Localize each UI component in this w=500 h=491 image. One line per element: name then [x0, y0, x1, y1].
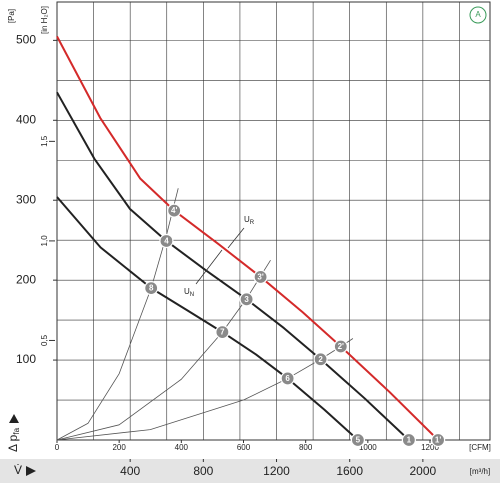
annotation-leader [195, 249, 223, 285]
operating-point [430, 432, 446, 448]
x2-tick-label: 1200 [263, 464, 290, 478]
y-tick-label: 300 [16, 192, 36, 206]
annotation-sub: R [250, 220, 255, 226]
x-tick-label: 200 [112, 443, 126, 452]
y-symbol: Δ pfa [6, 427, 21, 452]
operating-point [350, 432, 365, 448]
operating-point [239, 292, 254, 307]
operating-point-label: 1 [407, 436, 412, 445]
operating-point [333, 339, 348, 354]
x-tick-label: 1000 [359, 443, 377, 452]
annotation: UN [184, 287, 194, 297]
operating-point [401, 432, 416, 448]
x2-tick-label: 800 [193, 464, 213, 478]
x2-axis-label: [m³/h] [470, 467, 490, 476]
operating-point-label: 3 [244, 295, 249, 304]
x-tick-label: 0 [55, 443, 60, 452]
y-tick-label: 200 [16, 272, 36, 286]
operating-point-label: 1' [435, 436, 441, 445]
x-symbol-arrow [26, 466, 36, 476]
y-symbol-sub: fa [12, 427, 21, 434]
operating-point [280, 371, 295, 386]
x2-tick-label: 2000 [410, 464, 437, 478]
badge-circle [469, 6, 487, 24]
y2-axis-label: [in H₂O] [40, 6, 49, 34]
y-tick-label: 100 [16, 352, 36, 366]
y-tick-label: 500 [16, 33, 36, 47]
annotation-main: U [184, 287, 190, 296]
curve [56, 259, 271, 441]
operating-point-label: 4 [164, 237, 169, 246]
y2-tick-label: 1,5 [40, 135, 49, 147]
y-axis-label: [Pa] [7, 9, 16, 23]
operating-point-label: 6 [285, 374, 290, 383]
curve [56, 338, 354, 441]
curve [56, 35, 439, 441]
y2-tick-label: 0,5 [40, 334, 49, 346]
x-tick-label: 1200 [421, 443, 439, 452]
x-axis-label: [CFM] [469, 443, 491, 452]
curve [56, 188, 179, 441]
operating-point-label: 4' [171, 206, 177, 215]
y-symbol-arrow [9, 414, 19, 423]
operating-point-label: 2' [338, 342, 344, 351]
operating-point-label: 7 [220, 328, 225, 337]
annotation-leader [227, 227, 245, 249]
operating-point [144, 281, 159, 296]
operating-point [167, 203, 182, 218]
operating-point-label: 8 [149, 284, 154, 293]
curve [56, 196, 359, 441]
annotation-main: U [244, 215, 250, 224]
y-tick-label: 400 [16, 112, 36, 126]
operating-point-label: 5 [356, 436, 361, 445]
annotation-sub: N [190, 292, 194, 298]
operating-point [313, 352, 328, 367]
annotation: UR [244, 215, 255, 225]
y2-tick-label: 1,0 [40, 235, 49, 247]
x2-tick-label: 400 [120, 464, 140, 478]
x-symbol: V̇ [14, 463, 22, 477]
plot-frame [56, 1, 491, 441]
x-tick-label: 400 [175, 443, 189, 452]
badge: A [475, 10, 481, 19]
curve [56, 91, 410, 441]
x-tick-label: 600 [237, 443, 251, 452]
operating-point [215, 324, 230, 340]
operating-point [159, 233, 174, 249]
x2-band [0, 459, 500, 483]
operating-point-label: 2 [318, 355, 323, 364]
x-tick-label: 800 [299, 443, 313, 452]
operating-point-label: 3' [257, 273, 263, 282]
y-symbol-main: Δ p [6, 434, 20, 452]
operating-point [253, 269, 268, 285]
x2-tick-label: 1600 [336, 464, 363, 478]
